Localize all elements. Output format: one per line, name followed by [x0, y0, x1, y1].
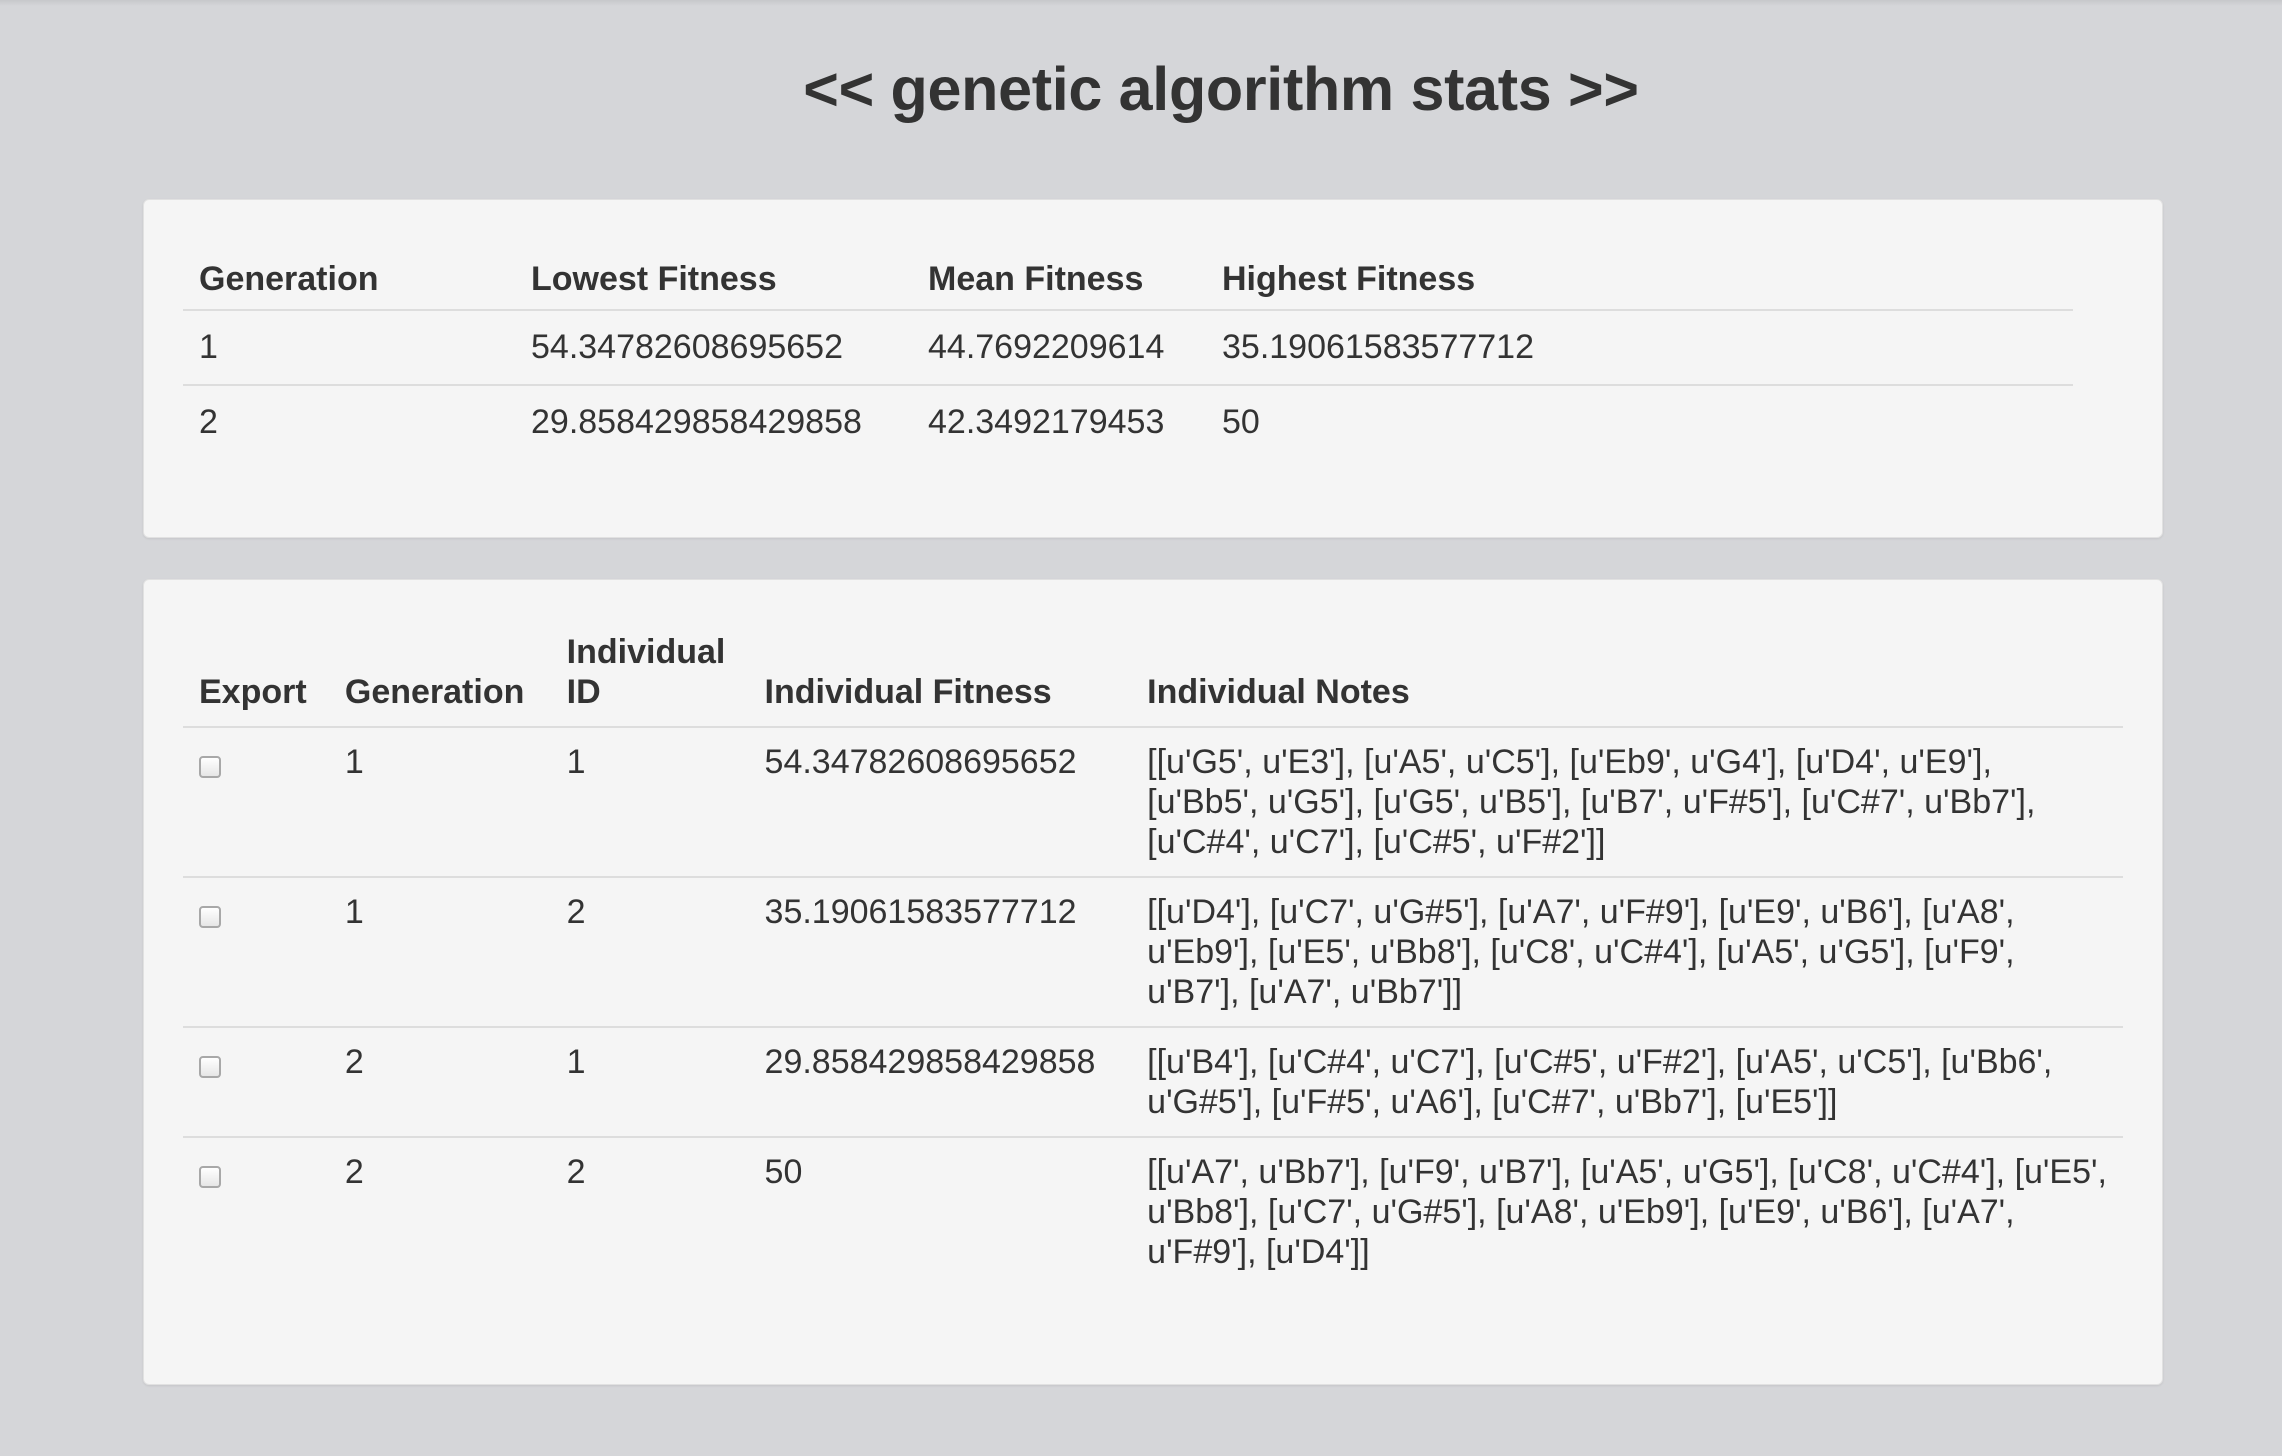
export-checkbox[interactable] — [199, 906, 221, 928]
header-generation: Generation — [183, 250, 515, 311]
individual-fitness: 35.19061583577712 — [748, 877, 1132, 1028]
individual-generation: 1 — [328, 877, 551, 1028]
export-cell — [183, 1027, 329, 1138]
individual-generation: 1 — [328, 727, 551, 878]
individuals-table: Export Generation Individual ID Individu… — [183, 632, 2123, 1286]
export-checkbox[interactable] — [199, 1166, 221, 1188]
individual-generation: 2 — [344, 1153, 364, 1191]
generation-summary-panel: Generation Lowest Fitness Mean Fitness H… — [143, 199, 2163, 538]
summary-highest-fitness: 50 — [1222, 403, 1260, 441]
summary-row: 2 29.858429858429858 42.3492179453 50 — [183, 385, 2073, 459]
header-individual-id: Individual ID — [550, 632, 749, 728]
individual-notes: [[u'D4'], [u'C7', u'G#5'], [u'A7', u'F#9… — [1131, 877, 2123, 1028]
summary-generation: 1 — [183, 310, 515, 386]
individual-fitness: 50 — [764, 1153, 803, 1191]
top-shade — [0, 0, 2282, 6]
individual-fitness: 54.34782608695652 — [748, 727, 1132, 878]
individual-notes: [[u'A7', u'Bb7'], [u'F9', u'B7'], [u'A5'… — [1147, 1153, 2107, 1271]
individual-id: 1 — [550, 1027, 749, 1138]
individuals-panel: Export Generation Individual ID Individu… — [143, 579, 2163, 1385]
generation-summary-table: Generation Lowest Fitness Mean Fitness H… — [183, 250, 2073, 459]
individual-id: 2 — [566, 1153, 586, 1191]
export-cell — [183, 877, 329, 1028]
page-title: << genetic algorithm stats >> — [803, 55, 1639, 123]
header-mean-fitness: Mean Fitness — [912, 250, 1206, 311]
table-row: 2 1 29.858429858429858 [[u'B4'], [u'C#4'… — [183, 1027, 2123, 1138]
header-individual-notes: Individual Notes — [1131, 632, 2123, 728]
header-highest-fitness: Highest Fitness — [1206, 250, 2073, 311]
summary-mean-fitness: 42.3492179453 — [928, 403, 1165, 441]
export-cell — [183, 1137, 329, 1286]
individual-notes: [[u'B4'], [u'C#4', u'C7'], [u'C#5', u'F#… — [1131, 1027, 2123, 1138]
export-checkbox[interactable] — [199, 1056, 221, 1078]
table-row: 1 2 35.19061583577712 [[u'D4'], [u'C7', … — [183, 877, 2123, 1028]
header-individual-fitness: Individual Fitness — [748, 632, 1132, 728]
header-export: Export — [183, 632, 329, 728]
table-row: 1 1 54.34782608695652 [[u'G5', u'E3'], [… — [183, 727, 2123, 878]
table-row: 2 2 50 [[u'A7', u'Bb7'], [u'F9', u'B7'],… — [183, 1137, 2123, 1286]
individual-id: 1 — [550, 727, 749, 878]
summary-row: 1 54.3478260869565​2 44.7692209614 35.19… — [183, 310, 2073, 386]
summary-highest-fitness: 35.19061583577712 — [1206, 310, 2073, 386]
individual-notes: [[u'G5', u'E3'], [u'A5', u'C5'], [u'Eb9'… — [1131, 727, 2123, 878]
individual-fitness: 29.858429858429858 — [748, 1027, 1132, 1138]
header-lowest-fitness: Lowest Fitness — [515, 250, 912, 311]
individuals-header-row: Export Generation Individual ID Individu… — [183, 632, 2123, 728]
header-generation: Generation — [328, 632, 551, 728]
summary-lowest-fitness: 29.858429858429858 — [531, 403, 862, 441]
summary-lowest-fitness: 54.3478260869565​2 — [515, 310, 912, 386]
individual-generation: 2 — [328, 1027, 551, 1138]
individual-id: 2 — [550, 877, 749, 1028]
summary-generation: 2 — [199, 403, 218, 441]
export-cell — [183, 727, 329, 878]
summary-mean-fitness: 44.7692209614 — [912, 310, 1206, 386]
summary-header-row: Generation Lowest Fitness Mean Fitness H… — [183, 250, 2073, 311]
export-checkbox[interactable] — [199, 756, 221, 778]
